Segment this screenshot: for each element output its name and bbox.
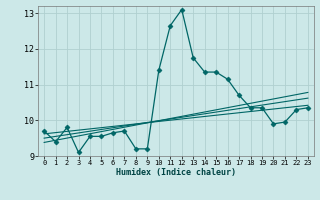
- X-axis label: Humidex (Indice chaleur): Humidex (Indice chaleur): [116, 168, 236, 177]
